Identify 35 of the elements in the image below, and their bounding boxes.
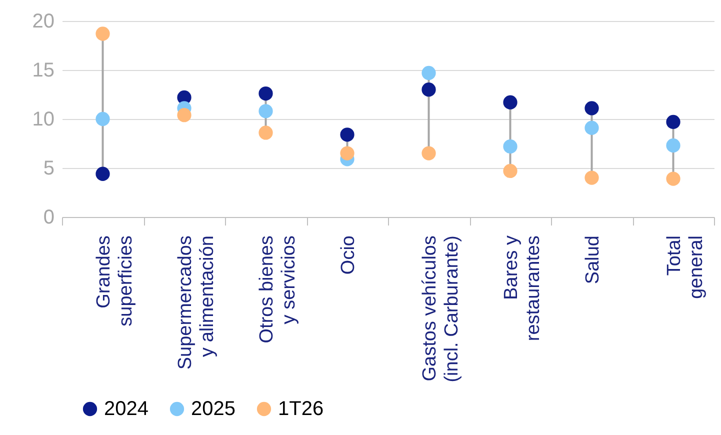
point	[666, 138, 680, 153]
point	[584, 120, 599, 135]
y-tick-label: 0	[43, 206, 54, 228]
point	[503, 95, 518, 110]
x-tick-label: Gastos vehículos (incl. Carburante)	[419, 236, 462, 382]
point	[422, 146, 436, 160]
y-tick-label: 15	[32, 60, 54, 82]
point	[666, 114, 680, 129]
point	[258, 104, 273, 118]
legend-label: 2025	[191, 398, 236, 420]
point	[258, 126, 273, 140]
point	[503, 139, 518, 154]
x-tick-label: Grandes superficies	[93, 236, 136, 326]
point	[96, 166, 110, 181]
point	[340, 146, 354, 160]
point	[96, 112, 110, 126]
x-tick-label: Total general	[664, 236, 707, 299]
point	[177, 108, 192, 122]
y-tick-label: 10	[32, 108, 54, 130]
legend-label: 1T26	[278, 398, 324, 420]
y-tick-label: 5	[43, 158, 54, 180]
point	[666, 172, 680, 186]
point	[584, 170, 599, 185]
point	[422, 66, 436, 80]
x-tick-label: Ocio	[338, 236, 359, 275]
point	[422, 82, 436, 97]
point	[96, 26, 110, 41]
x-tick-label: Salud	[582, 236, 604, 284]
point	[584, 101, 599, 116]
legend-label: 2024	[104, 398, 148, 420]
x-tick-label: Bares y restaurantes	[500, 235, 544, 342]
point	[258, 86, 273, 101]
point	[340, 128, 354, 142]
y-tick-label: 20	[32, 10, 54, 32]
point	[503, 164, 518, 178]
